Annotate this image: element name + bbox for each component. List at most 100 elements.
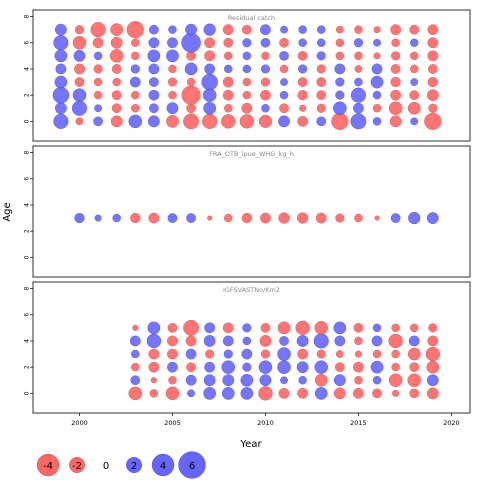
residual-bubble	[335, 362, 345, 372]
residual-bubble	[391, 349, 400, 359]
residual-bubble	[109, 49, 124, 63]
residual-bubble	[74, 77, 85, 87]
residual-bubble	[316, 64, 326, 74]
residual-bubble	[390, 64, 401, 74]
residual-bubble	[131, 362, 140, 372]
residual-bubble	[278, 212, 290, 224]
residual-bubble	[55, 23, 67, 36]
residual-bubble	[222, 335, 234, 347]
residual-bubble	[331, 112, 349, 130]
residual-bubble	[131, 104, 140, 113]
y-tick-label: 4	[24, 203, 31, 207]
residual-bubble	[297, 212, 309, 224]
y-tick-label: 0	[24, 255, 31, 259]
residual-bubble	[240, 373, 254, 387]
residual-bubble	[407, 373, 421, 387]
residual-bubble	[314, 387, 328, 400]
residual-bubble	[183, 113, 199, 130]
legend-label: -2	[72, 461, 82, 472]
residual-bubble	[333, 374, 346, 387]
residual-bubble	[428, 64, 438, 74]
residual-bubble	[205, 349, 215, 359]
residual-bubble	[222, 374, 235, 387]
y-tick-label: 2	[24, 229, 31, 233]
y-tick-label: 2	[24, 93, 31, 97]
y-tick-label: 6	[24, 313, 31, 317]
residual-bubble	[354, 51, 363, 61]
residual-bubble	[314, 321, 328, 335]
residual-bubble	[279, 64, 289, 74]
residual-bubble	[354, 213, 363, 223]
residual-bubble	[427, 76, 438, 88]
residual-bubble	[390, 24, 401, 36]
residual-bubble	[222, 76, 234, 88]
residual-bubble	[297, 90, 308, 101]
residual-bubble	[316, 51, 326, 61]
residual-bubble	[242, 77, 252, 87]
residual-bubble	[426, 89, 439, 101]
residual-bubble	[295, 320, 310, 335]
legend-bubble	[151, 453, 175, 477]
residual-bubble	[279, 336, 289, 346]
residual-bubble	[426, 212, 439, 224]
residual-bubble	[428, 103, 438, 113]
y-tick-label: 2	[24, 365, 31, 369]
residual-bubble	[353, 102, 364, 114]
residual-bubble	[128, 386, 143, 401]
residual-bubble	[391, 362, 400, 372]
residual-bubble	[260, 77, 270, 87]
residual-bubble	[261, 104, 270, 113]
residual-bubble	[353, 323, 364, 333]
residual-bubble	[277, 347, 291, 361]
residual-bubble	[258, 360, 273, 374]
y-tick-label: 0	[24, 391, 31, 395]
y-tick-label: 8	[24, 150, 31, 154]
residual-bubble	[426, 374, 439, 387]
residual-bubble	[261, 51, 270, 61]
residual-bubble	[93, 116, 103, 127]
residual-bubble	[242, 90, 252, 100]
residual-bubble	[94, 104, 102, 113]
residual-bubble	[279, 90, 289, 100]
residual-bubble	[93, 51, 103, 61]
residual-bubble	[223, 349, 233, 359]
residual-bubble	[224, 104, 233, 113]
residual-bubble	[390, 76, 401, 88]
residual-bubble	[242, 323, 252, 333]
residual-bubble	[74, 212, 85, 224]
residual-bubble	[203, 335, 216, 347]
residual-bubble	[166, 102, 179, 115]
residual-bubble	[130, 64, 140, 74]
residual-bubble	[71, 100, 87, 116]
x-tick-label: 2000	[71, 419, 88, 427]
residual-bubble	[147, 321, 161, 335]
residual-bubble	[148, 348, 160, 360]
residual-bubble	[407, 101, 421, 115]
residual-bubble	[409, 90, 420, 100]
residual-bubble	[131, 38, 140, 47]
residual-bubble	[409, 24, 420, 35]
residual-bubble	[54, 49, 68, 63]
residual-bubble	[373, 52, 381, 60]
residual-bubble	[93, 64, 103, 74]
residual-bubble	[221, 387, 235, 400]
residual-bubble	[112, 213, 121, 223]
residual-bubble	[333, 321, 347, 335]
residual-bubble	[353, 361, 364, 373]
residual-bubble	[222, 24, 234, 36]
y-tick-label: 4	[24, 67, 31, 71]
residual-bubble	[389, 115, 402, 128]
residual-bubble	[111, 103, 122, 114]
residual-bubble	[427, 335, 439, 347]
residual-bubble	[372, 117, 382, 126]
residual-bubble	[258, 114, 272, 128]
y-tick-label: 4	[24, 339, 31, 343]
residual-bubble	[334, 335, 346, 347]
residual-bubble	[111, 64, 122, 74]
residual-bubble	[350, 113, 367, 130]
legend-bubble	[69, 457, 85, 473]
residual-bubble	[260, 64, 270, 74]
residual-bubble	[241, 102, 253, 114]
residual-bubble	[183, 319, 199, 336]
residual-bubble	[390, 213, 401, 223]
